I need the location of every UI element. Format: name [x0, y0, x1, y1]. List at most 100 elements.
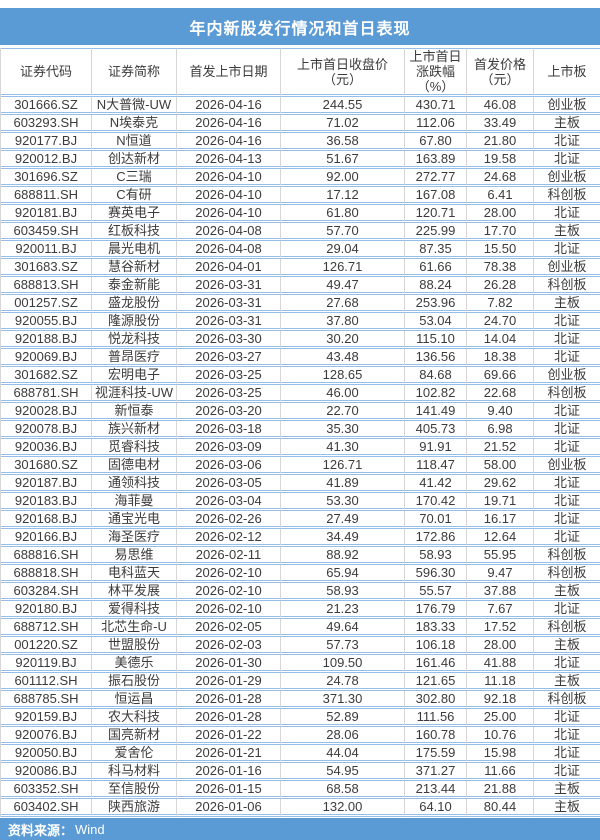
table-cell: 北证 [534, 133, 600, 151]
table-row: 688712.SH 北芯生命-U 2026-02-05 49.64 183.33 17.5… [1, 619, 600, 637]
table-cell: 赛英电子 [92, 205, 177, 223]
table-cell: 301680.SZ [1, 457, 92, 475]
table-cell: 58.93 [405, 547, 467, 565]
table-cell: 爱舍伦 [92, 745, 177, 763]
table-cell: 2026-02-10 [177, 565, 281, 583]
table-cell: 2026-03-04 [177, 493, 281, 511]
table-cell: 2026-01-29 [177, 673, 281, 691]
table-row: 920183.BJ 海菲曼 2026-03-04 53.30 170.42 19.71 北证 [1, 493, 600, 511]
table-cell: 41.42 [405, 475, 467, 493]
table-cell: 主板 [534, 799, 600, 817]
table-cell: 9.40 [467, 403, 534, 421]
table-cell: 920078.BJ [1, 421, 92, 439]
table-cell: 新恒泰 [92, 403, 177, 421]
table-cell: 167.08 [405, 187, 467, 205]
table-cell: 001220.SZ [1, 637, 92, 655]
table-cell: 19.58 [467, 151, 534, 169]
table-cell: 27.49 [281, 511, 405, 529]
table-cell: 北证 [534, 349, 600, 367]
table-cell: 7.82 [467, 295, 534, 313]
table-cell: 科创板 [534, 547, 600, 565]
header-cell: 上市板 [534, 48, 600, 97]
table-cell: 57.70 [281, 223, 405, 241]
table-cell: 118.47 [405, 457, 467, 475]
table-cell: 视涯科技-UW [92, 385, 177, 403]
table-cell: 920055.BJ [1, 313, 92, 331]
header-cell: 证券简称 [92, 48, 177, 97]
table-cell: 88.92 [281, 547, 405, 565]
table-cell: 102.82 [405, 385, 467, 403]
table-cell: 52.89 [281, 709, 405, 727]
table-cell: 盛龙股份 [92, 295, 177, 313]
table-cell: 通领科技 [92, 475, 177, 493]
table-cell: 21.80 [467, 133, 534, 151]
table-cell: 觅睿科技 [92, 439, 177, 457]
table-cell: 67.80 [405, 133, 467, 151]
table-cell: 北证 [534, 511, 600, 529]
table-cell: 2026-03-18 [177, 421, 281, 439]
table-cell: 920036.BJ [1, 439, 92, 457]
table-cell: 2026-03-31 [177, 277, 281, 295]
table-cell: 36.58 [281, 133, 405, 151]
table-cell: 603352.SH [1, 781, 92, 799]
table-cell: 603284.SH [1, 583, 92, 601]
table-cell: 41.30 [281, 439, 405, 457]
table-cell: 112.06 [405, 115, 467, 133]
table-cell: 49.64 [281, 619, 405, 637]
table-cell: 68.58 [281, 781, 405, 799]
table-cell: 2026-03-20 [177, 403, 281, 421]
table-cell: 24.78 [281, 673, 405, 691]
table-cell: 24.70 [467, 313, 534, 331]
table-cell: 2026-04-16 [177, 115, 281, 133]
table-row: 688813.SH 泰金新能 2026-03-31 49.47 88.24 26.28 科创… [1, 277, 600, 295]
table-cell: 141.49 [405, 403, 467, 421]
table-cell: 2026-03-25 [177, 385, 281, 403]
table-cell: 科创板 [534, 619, 600, 637]
table-cell: 北证 [534, 439, 600, 457]
table-cell: 2026-01-28 [177, 691, 281, 709]
table-cell: 80.44 [467, 799, 534, 817]
table-cell: 128.65 [281, 367, 405, 385]
page-title: 年内新股发行情况和首日表现 [189, 20, 411, 38]
table-cell: 林平发展 [92, 583, 177, 601]
table-cell: 15.98 [467, 745, 534, 763]
table-cell: 主板 [534, 295, 600, 313]
table-row: 920168.BJ 通宝光电 2026-02-26 27.49 70.01 16.17 北证 [1, 511, 600, 529]
table-cell: 主板 [534, 673, 600, 691]
table-row: 301680.SZ 固德电材 2026-03-06 126.71 118.47 58.00… [1, 457, 600, 475]
table-cell: 688712.SH [1, 619, 92, 637]
table-cell: 9.47 [467, 565, 534, 583]
table-cell: 2026-03-06 [177, 457, 281, 475]
table-cell: 21.23 [281, 601, 405, 619]
table-row: 920187.BJ 通领科技 2026-03-05 41.89 41.42 29.62 北证 [1, 475, 600, 493]
table-cell: 920050.BJ [1, 745, 92, 763]
table-cell: 2026-04-13 [177, 151, 281, 169]
table-cell: 北证 [534, 421, 600, 439]
table-cell: 69.66 [467, 367, 534, 385]
table-cell: 160.78 [405, 727, 467, 745]
table-cell: 688816.SH [1, 547, 92, 565]
table-row: 920055.BJ 隆源股份 2026-03-31 37.80 53.04 24.70 北证 [1, 313, 600, 331]
table-cell: 2026-01-15 [177, 781, 281, 799]
table-cell: 美德乐 [92, 655, 177, 673]
table-cell: 2026-01-21 [177, 745, 281, 763]
table-cell: 301683.SZ [1, 259, 92, 277]
title-bar: 年内新股发行情况和首日表现 [0, 8, 600, 45]
table-cell: 创业板 [534, 259, 600, 277]
table-cell: 2026-02-11 [177, 547, 281, 565]
table-cell: 920180.BJ [1, 601, 92, 619]
table-cell: 920076.BJ [1, 727, 92, 745]
table-cell: 106.18 [405, 637, 467, 655]
table-row: 301696.SZ C三瑞 2026-04-10 92.00 272.77 24.68 创业… [1, 169, 600, 187]
header-cell: 首发价格 （元） [467, 48, 534, 97]
table-cell: 创业板 [534, 457, 600, 475]
table-cell: 28.00 [467, 637, 534, 655]
table-cell: 2026-04-08 [177, 241, 281, 259]
table-cell: 国亮新材 [92, 727, 177, 745]
table-cell: 30.20 [281, 331, 405, 349]
table-cell: 恒运昌 [92, 691, 177, 709]
table-cell: 北证 [534, 493, 600, 511]
table-cell: 920086.BJ [1, 763, 92, 781]
table-cell: 易思维 [92, 547, 177, 565]
table-header-row: 证券代码 证券简称 首发上市日期 上市首日收盘价 （元） 上市首日 涨跌幅 （%） 首发价… [1, 48, 600, 97]
